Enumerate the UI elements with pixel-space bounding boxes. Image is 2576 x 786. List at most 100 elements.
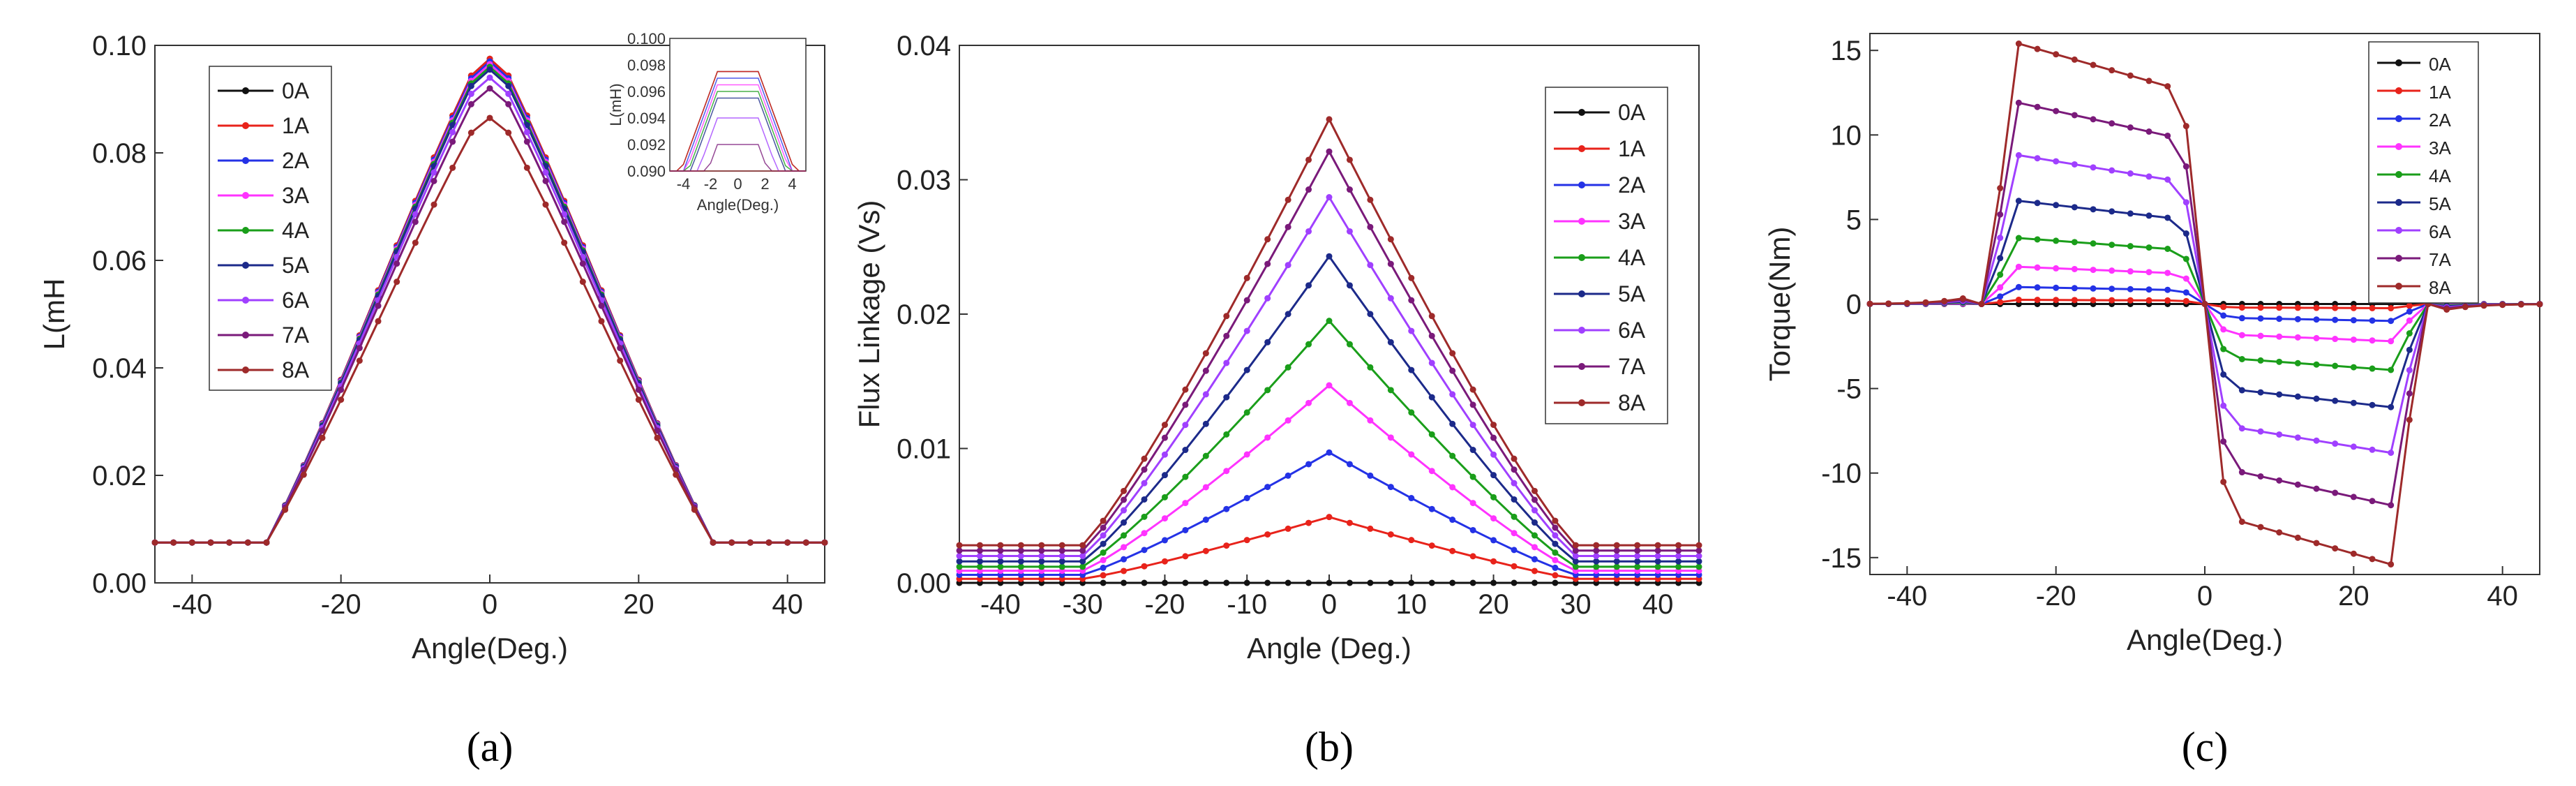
chart-b-flux-linkage: -40 -30 -20 -10 0 10 20 30 40 0.00 0.01 0.02 0.03 0.0… — [853, 31, 1702, 770]
data-point-8A — [505, 129, 512, 136]
data-point-3A — [2090, 267, 2097, 274]
data-point-2A — [1408, 495, 1415, 502]
data-point-7A — [1469, 401, 1476, 408]
x-tick-label: -20 — [321, 589, 361, 620]
data-point-1A — [2238, 304, 2245, 311]
data-point-4A — [2015, 235, 2022, 242]
data-point-5A — [2071, 204, 2078, 211]
data-point-2A — [1223, 505, 1230, 512]
data-point-6A — [956, 553, 963, 559]
data-point-8A — [2164, 83, 2171, 90]
data-point-7A — [1449, 367, 1456, 374]
y-tick-label: 0.00 — [92, 568, 147, 599]
data-point-7A — [2257, 473, 2264, 480]
inset-y-tick-label: 0.100 — [627, 30, 666, 47]
data-point-2A — [1326, 449, 1333, 456]
data-point-2A — [2388, 318, 2395, 325]
y-tick-label: 5 — [1846, 205, 1862, 235]
data-point-4A — [1552, 549, 1559, 556]
data-point-7A — [1654, 547, 1661, 554]
data-point-6A — [2257, 428, 2264, 435]
y-tick-label: 0.00 — [897, 568, 951, 599]
data-point-8A — [2499, 302, 2506, 309]
data-point-5A — [1058, 558, 1065, 565]
data-point-3A — [2238, 332, 2245, 339]
data-point-2A — [2090, 285, 2097, 292]
data-point-5A — [1161, 472, 1168, 479]
data-point-0A — [1490, 579, 1497, 586]
data-point-8A — [300, 471, 307, 478]
data-point-7A — [467, 101, 474, 107]
data-point-5A — [1490, 472, 1497, 479]
data-point-4A — [2164, 246, 2171, 253]
data-point-8A — [1469, 386, 1476, 393]
data-point-5A — [2015, 198, 2022, 205]
legend-marker — [1578, 363, 1585, 370]
data-point-1A — [1997, 299, 2004, 306]
data-point-3A — [2109, 267, 2116, 274]
x-tick-label: 40 — [772, 589, 803, 620]
data-point-4A — [1243, 409, 1250, 416]
data-point-6A — [2313, 437, 2320, 444]
data-point-2A — [1182, 526, 1189, 533]
data-point-3A — [1552, 556, 1559, 563]
data-point-5A — [2257, 389, 2264, 396]
data-point-5A — [997, 558, 1004, 565]
legend-marker — [242, 262, 249, 269]
data-point-6A — [2350, 443, 2357, 450]
data-point-6A — [2053, 158, 2060, 165]
x-tick-label: -40 — [1887, 581, 1927, 611]
data-point-7A — [1428, 332, 1435, 339]
data-point-0A — [1367, 579, 1374, 586]
y-tick-label: 0.04 — [897, 31, 951, 61]
legend-box — [209, 66, 332, 391]
data-point-8A — [151, 539, 158, 546]
data-point-5A — [976, 558, 983, 565]
data-point-3A — [2164, 269, 2171, 276]
data-point-0A — [1469, 579, 1476, 586]
data-point-2A — [1428, 505, 1435, 512]
data-point-3A — [1346, 399, 1353, 406]
x-tick-label: 0 — [2197, 581, 2212, 611]
inset-y-axis-title: L(mH) — [607, 83, 624, 126]
data-point-3A — [2071, 265, 2078, 272]
data-point-5A — [1531, 519, 1538, 526]
data-point-4A — [1572, 563, 1579, 570]
data-point-8A — [375, 318, 382, 325]
data-point-3A — [1305, 399, 1312, 406]
data-point-2A — [1243, 495, 1250, 502]
data-point-8A — [561, 239, 568, 246]
x-tick-label: 0 — [482, 589, 497, 620]
legend-label: 5A — [282, 253, 310, 278]
legend-label: 8A — [1618, 390, 1646, 415]
data-point-1A — [1161, 558, 1168, 565]
data-point-4A — [1675, 563, 1682, 570]
data-point-4A — [2127, 243, 2134, 250]
data-point-7A — [2388, 502, 2395, 509]
data-point-1A — [1121, 568, 1128, 574]
legend-marker — [1578, 399, 1585, 406]
data-point-8A — [956, 542, 963, 549]
data-point-4A — [1223, 431, 1230, 438]
data-point-0A — [1552, 579, 1559, 586]
y-tick-label: 0 — [1846, 290, 1862, 320]
data-point-4A — [2071, 239, 2078, 246]
legend-marker — [242, 366, 249, 373]
data-point-5A — [956, 558, 963, 565]
data-point-8A — [244, 539, 251, 546]
data-point-8A — [226, 539, 233, 546]
data-point-8A — [2388, 561, 2395, 568]
x-tick-label: 30 — [1560, 589, 1592, 620]
data-point-8A — [2462, 304, 2469, 311]
data-point-6A — [1202, 391, 1209, 398]
data-point-8A — [2257, 524, 2264, 531]
data-point-2A — [2182, 289, 2189, 296]
data-point-2A — [1202, 517, 1209, 524]
data-point-7A — [617, 345, 624, 352]
data-point-5A — [505, 82, 512, 89]
data-point-6A — [542, 169, 549, 176]
legend-marker — [2395, 199, 2402, 206]
data-point-4A — [1531, 532, 1538, 539]
data-point-3A — [1387, 434, 1394, 441]
data-point-4A — [1634, 563, 1641, 570]
